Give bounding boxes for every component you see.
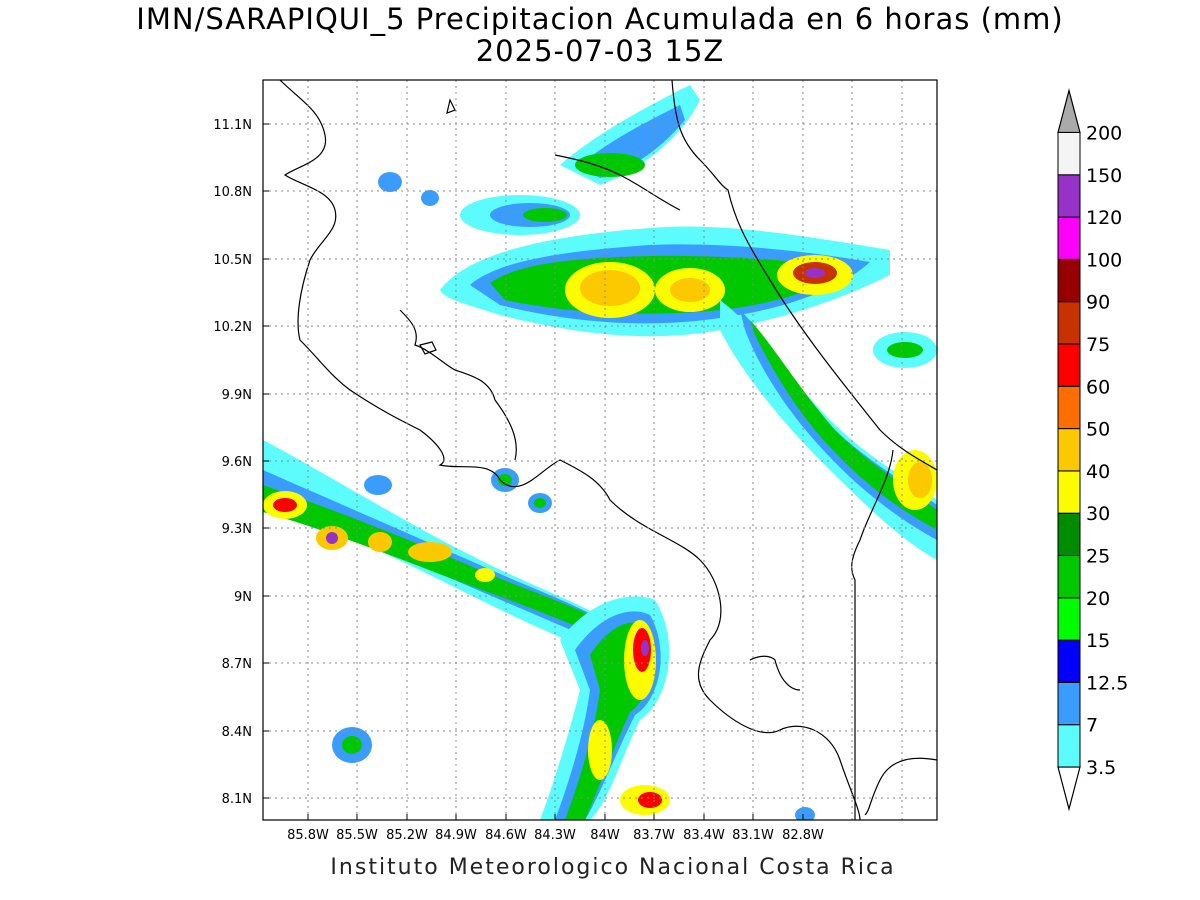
legend-level-label: 12.5 xyxy=(1086,672,1128,694)
legend-level-label: 20 xyxy=(1086,588,1110,610)
lat-tick-label: 9.3N xyxy=(222,522,252,537)
lon-tick-label: 83.4W xyxy=(683,828,725,843)
latitude-axis: 11.1N 10.8N 10.5N 10.2N 9.9N 9.6N 9.3N 9N 8.7N 8.… xyxy=(213,118,269,807)
lon-tick-label: 84.6W xyxy=(485,828,527,843)
lon-tick-label: 83.7W xyxy=(633,828,675,843)
lat-tick-label: 9.9N xyxy=(222,388,252,403)
graticule xyxy=(263,80,937,820)
legend-swatch xyxy=(1057,132,1081,176)
legend-swatch xyxy=(1057,301,1081,345)
legend-swatch xyxy=(1057,724,1081,768)
precipitation-field xyxy=(263,85,937,820)
legend-level-label: 30 xyxy=(1086,503,1110,525)
map-area[interactable] xyxy=(263,80,937,823)
legend-level-label: 40 xyxy=(1086,461,1110,483)
legend-level-label: 50 xyxy=(1086,419,1110,441)
legend-swatch xyxy=(1057,470,1081,514)
legend-level-label: 75 xyxy=(1086,334,1110,356)
lon-tick-label: 84.9W xyxy=(435,828,477,843)
legend-swatch xyxy=(1057,639,1081,683)
lon-tick-label: 85.8W xyxy=(287,828,329,843)
legend-level-label: 150 xyxy=(1086,165,1122,187)
lon-tick-label: 82.8W xyxy=(782,828,824,843)
legend-level-label: 120 xyxy=(1086,207,1122,229)
legend-level-label: 3.5 xyxy=(1086,757,1116,779)
legend-level-label: 90 xyxy=(1086,292,1110,314)
lon-tick-label: 84W xyxy=(590,828,620,843)
legend-level-label: 200 xyxy=(1086,123,1122,145)
lat-tick-label: 10.5N xyxy=(213,253,252,268)
legend-level-label: 100 xyxy=(1086,249,1122,271)
legend-swatch xyxy=(1057,555,1081,599)
lat-tick-label: 9N xyxy=(234,590,252,605)
lat-tick-label: 10.8N xyxy=(213,185,252,200)
lat-tick-label: 10.2N xyxy=(213,320,252,335)
legend-swatch xyxy=(1057,597,1081,641)
legend-swatch xyxy=(1057,681,1081,726)
legend-level-label: 25 xyxy=(1086,546,1110,568)
map-valid-time: 2025-07-03 15Z xyxy=(475,34,725,68)
legend-level-label: 60 xyxy=(1086,376,1110,398)
precipitation-legend: 3.5 7 12.5 15 20 25 30 40 50 60 75 90 100 120 150 200 xyxy=(1057,88,1128,812)
legend-swatch xyxy=(1057,343,1081,387)
map-title: IMN/SARAPIQUI_5 Precipitacion Acumulada … xyxy=(136,2,1064,36)
legend-swatch xyxy=(1057,385,1081,430)
lon-tick-label: 85.2W xyxy=(386,828,428,843)
lon-tick-label: 83.1W xyxy=(732,828,774,843)
lon-tick-label: 84.3W xyxy=(534,828,576,843)
lat-tick-label: 8.1N xyxy=(222,792,252,807)
legend-swatch xyxy=(1057,258,1081,303)
lat-tick-label: 8.7N xyxy=(222,657,252,672)
lat-tick-label: 9.6N xyxy=(222,455,252,470)
legend-level-label: 7 xyxy=(1086,715,1098,737)
lon-tick-label: 85.5W xyxy=(336,828,378,843)
legend-swatch xyxy=(1057,216,1081,260)
map-frame xyxy=(262,79,938,821)
longitude-axis: 85.8W 85.5W 85.2W 84.9W 84.6W 84.3W 84W 83.7W 83… xyxy=(287,814,824,843)
legend-level-label: 15 xyxy=(1086,630,1110,652)
credit-footer: Instituto Meteorologico Nacional Costa R… xyxy=(330,855,896,880)
legend-max-arrow xyxy=(1057,88,1081,134)
lat-tick-label: 8.4N xyxy=(222,725,252,740)
legend-min-arrow xyxy=(1057,766,1081,812)
legend-swatch xyxy=(1057,428,1081,472)
lat-tick-label: 11.1N xyxy=(213,118,252,133)
legend-swatch xyxy=(1057,174,1081,218)
legend-swatch xyxy=(1057,512,1081,557)
